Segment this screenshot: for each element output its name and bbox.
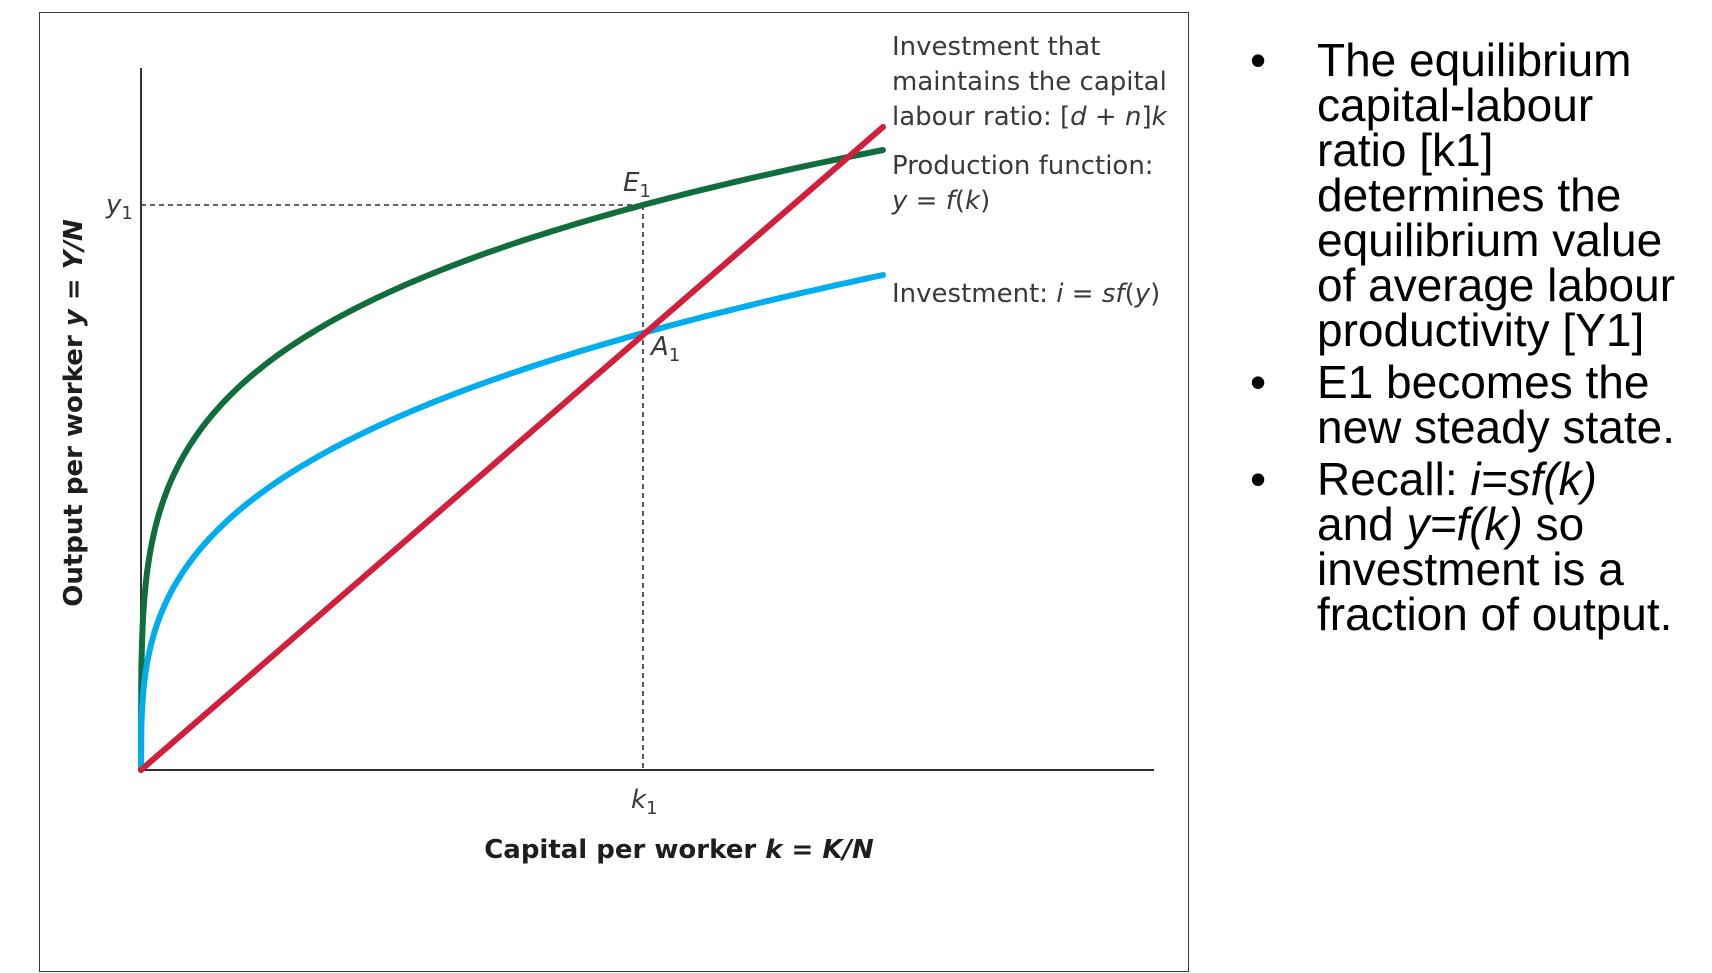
investment-line-label-1: Investment that [892, 32, 1100, 62]
break-even-investment-line [138, 124, 886, 773]
bullet-dot: • [1250, 453, 1267, 505]
bullet-line: new steady state. [1317, 401, 1675, 453]
bullet-line: determines the [1317, 169, 1622, 221]
point-e1-label: E1 [623, 168, 651, 202]
investment-line-label-2: maintains the capital [892, 67, 1167, 97]
y-axis-title: Output per worker y = Y/N [59, 219, 89, 607]
bullet-line: E1 becomes the [1317, 356, 1650, 408]
bullet-line: ratio [k1] [1317, 124, 1494, 176]
investment-curve [138, 272, 886, 773]
bullet-line: investment is a [1317, 543, 1624, 595]
investment-label: Investment: i = sf(y) [892, 279, 1160, 309]
bullet-line: of average labour [1317, 259, 1676, 311]
bullet-dot: • [1250, 356, 1267, 408]
bullet-line: The equilibrium [1317, 34, 1632, 86]
bullet-recall: • Recall: i=sf(k) and y=f(k) so investme… [1242, 453, 1712, 640]
investment-line-label-3: labour ratio: [d + n]k [892, 102, 1168, 132]
bullet-line: productivity [Y1] [1317, 304, 1645, 356]
y1-tick-label: y1 [105, 190, 133, 224]
bullet-line: Recall: i=sf(k) [1317, 453, 1597, 505]
bullet-dot: • [1250, 34, 1267, 86]
x-axis-title: Capital per worker k = K/N [484, 835, 874, 865]
bullet-equilibrium: • The equilibrium capital-labour ratio [… [1242, 34, 1712, 356]
figure-frame: y1 k1 E1 A1 Investment that maintains th… [39, 12, 1189, 972]
bullet-line: fraction of output. [1317, 588, 1673, 640]
production-label-1: Production function: [892, 151, 1154, 181]
bullet-steady-state: • E1 becomes the new steady state. [1242, 356, 1712, 453]
production-function-curve [138, 147, 886, 773]
bullet-line: equilibrium value [1317, 214, 1663, 266]
bullet-line: capital-labour [1317, 79, 1594, 131]
point-a1-label: A1 [649, 332, 680, 366]
solow-diagram: y1 k1 E1 A1 Investment that maintains th… [59, 32, 1168, 865]
production-label-2: y = f(k) [891, 186, 990, 216]
bullet-list: • The equilibrium capital-labour ratio [… [1242, 34, 1712, 644]
bullet-line: and y=f(k) so [1317, 498, 1585, 550]
k1-tick-label: k1 [631, 785, 658, 819]
